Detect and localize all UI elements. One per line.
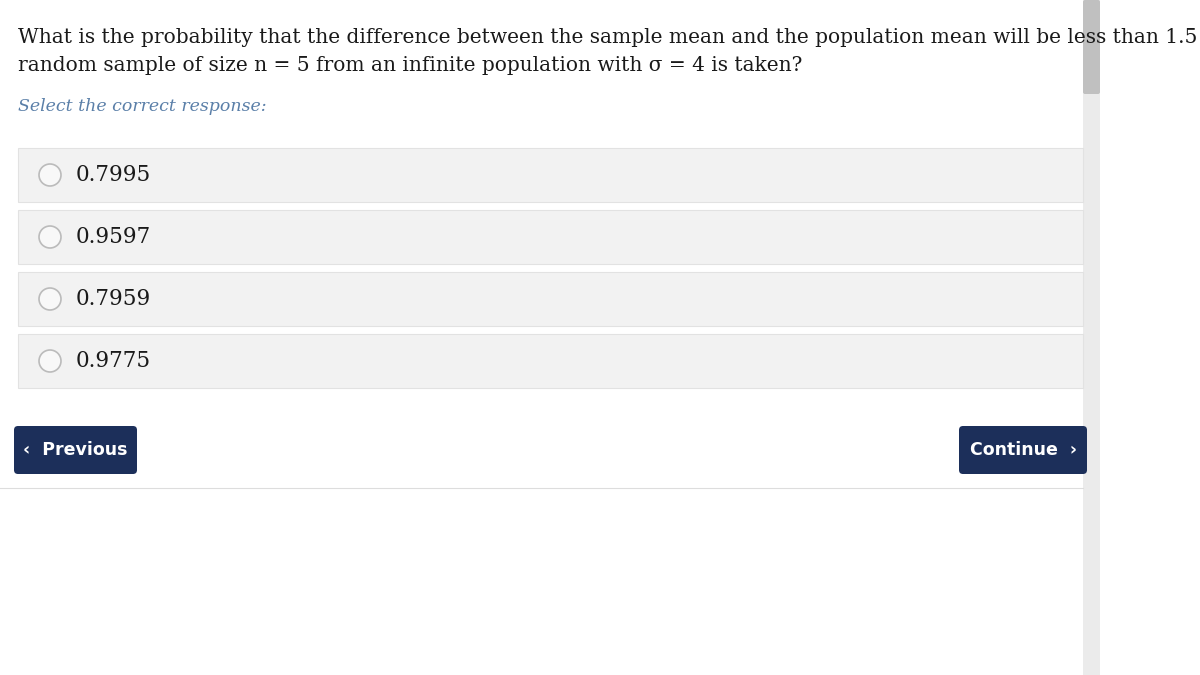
Text: Continue  ›: Continue › [970, 441, 1076, 459]
Text: 0.9775: 0.9775 [76, 350, 151, 372]
Text: Select the correct response:: Select the correct response: [18, 98, 266, 115]
Text: 0.9597: 0.9597 [76, 226, 151, 248]
FancyBboxPatch shape [1084, 0, 1100, 94]
FancyBboxPatch shape [18, 210, 1084, 264]
FancyBboxPatch shape [1084, 0, 1100, 675]
Circle shape [38, 288, 61, 310]
Text: 0.7995: 0.7995 [76, 164, 151, 186]
FancyBboxPatch shape [18, 334, 1084, 388]
Circle shape [38, 226, 61, 248]
FancyBboxPatch shape [18, 272, 1084, 326]
Circle shape [38, 350, 61, 372]
Text: random sample of size n = 5 from an infinite population with σ = 4 is taken?: random sample of size n = 5 from an infi… [18, 56, 803, 75]
FancyBboxPatch shape [18, 148, 1084, 202]
FancyBboxPatch shape [14, 426, 137, 474]
FancyBboxPatch shape [959, 426, 1087, 474]
Text: ‹  Previous: ‹ Previous [23, 441, 127, 459]
Text: 0.7959: 0.7959 [76, 288, 151, 310]
Text: What is the probability that the difference between the sample mean and the popu: What is the probability that the differe… [18, 28, 1200, 47]
Circle shape [38, 164, 61, 186]
